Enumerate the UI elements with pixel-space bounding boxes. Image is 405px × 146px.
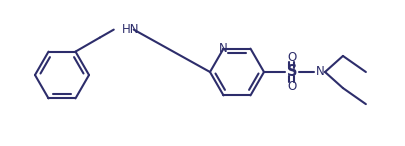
Text: N: N: [315, 66, 324, 79]
Text: HN: HN: [122, 23, 139, 36]
Text: O: O: [287, 52, 296, 65]
Text: O: O: [287, 80, 296, 93]
Text: N: N: [219, 42, 227, 55]
Text: S: S: [286, 65, 296, 80]
